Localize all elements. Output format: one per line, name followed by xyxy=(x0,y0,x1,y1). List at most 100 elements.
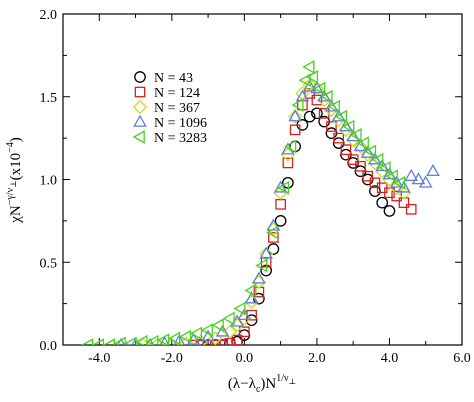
legend-label-1: N = 124 xyxy=(154,86,200,101)
data-point-series-4 xyxy=(305,70,319,84)
data-point-series-3 xyxy=(310,81,324,94)
data-point-series-4 xyxy=(233,301,246,316)
data-point-series-1 xyxy=(289,124,301,136)
legend-marker-4 xyxy=(132,130,145,144)
data-point-series-1 xyxy=(231,334,243,345)
data-point-series-1 xyxy=(188,339,199,345)
data-point-series-4 xyxy=(393,175,406,190)
x-axis-label: (λ−λc)N1/ν⊥ xyxy=(228,373,296,395)
data-point-series-2 xyxy=(287,109,303,124)
data-point-series-1 xyxy=(275,198,286,210)
data-point-series-4 xyxy=(255,258,268,273)
data-point-series-4 xyxy=(189,326,203,341)
y-tick-label: 2.0 xyxy=(40,8,58,23)
data-point-series-0 xyxy=(376,196,389,209)
data-point-series-2 xyxy=(389,180,404,195)
data-point-series-4 xyxy=(222,311,235,326)
x-tick-label: 0.0 xyxy=(236,351,254,366)
data-point-series-4 xyxy=(302,60,315,74)
data-point-series-2 xyxy=(229,317,245,333)
data-point-series-4 xyxy=(200,323,213,337)
data-point-series-3 xyxy=(288,109,302,122)
legend-label-3: N = 1096 xyxy=(154,116,207,131)
axis-ticks: -4.0 -2.0 0.0 2.0 4.0 6.0 0.0 0.5 1.0 1.5 2.0 xyxy=(40,8,471,366)
data-point-series-1 xyxy=(398,197,410,209)
data-point-series-4 xyxy=(313,81,326,96)
data-point-series-4 xyxy=(356,136,369,150)
data-point-series-4 xyxy=(168,331,181,345)
data-point-series-4 xyxy=(102,338,115,345)
data-point-series-2 xyxy=(251,274,267,290)
data-point-series-4 xyxy=(342,119,355,134)
x-tick-label: 2.0 xyxy=(308,351,326,366)
data-point-series-3 xyxy=(404,168,419,182)
y-axis-label: χN−γ/ν⊥(x10−4) xyxy=(5,137,24,224)
data-point-series-4 xyxy=(334,109,348,124)
data-point-series-4 xyxy=(81,338,94,345)
data-point-series-0 xyxy=(383,205,396,217)
data-point-series-3 xyxy=(324,99,339,112)
data-point-series-1 xyxy=(210,339,221,345)
data-point-series-1 xyxy=(253,286,265,298)
x-tick-label: -4.0 xyxy=(88,351,110,366)
y-tick-label: 1.5 xyxy=(40,91,58,106)
data-point-series-4 xyxy=(266,225,279,240)
data-point-series-3 xyxy=(273,180,288,193)
data-point-series-2 xyxy=(244,294,259,310)
data-point-series-4 xyxy=(91,338,105,345)
data-point-series-3 xyxy=(244,291,259,304)
data-point-series-2 xyxy=(382,172,397,187)
data-point-series-0 xyxy=(274,215,287,227)
data-point-series-3 xyxy=(252,271,266,284)
legend-label-0: N = 43 xyxy=(154,71,193,86)
legend-marker-2 xyxy=(132,99,148,115)
data-point-series-3 xyxy=(116,337,126,345)
data-point-series-1 xyxy=(391,190,403,202)
data-point-series-3 xyxy=(215,324,230,337)
y-tick-label: 1.0 xyxy=(40,174,58,189)
data-point-series-2 xyxy=(360,147,375,162)
legend-marker-1 xyxy=(134,86,146,98)
data-point-series-3 xyxy=(389,175,404,188)
data-point-series-3 xyxy=(339,119,353,132)
data-point-series-3 xyxy=(131,337,140,345)
data-point-series-1 xyxy=(340,144,352,156)
data-point-series-3 xyxy=(418,175,433,188)
data-point-series-1 xyxy=(384,187,395,199)
data-point-series-4 xyxy=(211,318,224,332)
data-point-series-3 xyxy=(411,172,426,185)
data-point-series-3 xyxy=(259,246,273,259)
x-tick-label: 4.0 xyxy=(381,351,399,366)
data-point-series-1 xyxy=(362,170,374,182)
data-point-series-1 xyxy=(355,160,366,172)
data-point-series-2 xyxy=(375,164,390,179)
data-point-series-0 xyxy=(303,110,316,123)
data-point-series-3 xyxy=(173,334,186,345)
data-point-series-3 xyxy=(237,307,252,321)
x-tick-label: -2.0 xyxy=(161,351,183,366)
data-point-series-2 xyxy=(353,139,368,154)
data-point-series-2 xyxy=(222,324,238,339)
data-point-series-4 xyxy=(244,283,257,298)
data-point-series-1 xyxy=(217,339,228,345)
data-point-series-3 xyxy=(317,89,331,102)
data-point-series-4 xyxy=(146,334,159,345)
data-point-series-4 xyxy=(298,73,311,88)
legend-marker-0 xyxy=(134,71,146,83)
data-point-series-0 xyxy=(347,157,360,169)
data-point-series-3 xyxy=(331,109,346,122)
data-point-series-2 xyxy=(396,185,412,200)
data-point-series-4 xyxy=(124,336,137,345)
data-point-series-2 xyxy=(273,185,288,200)
legend-marker-3 xyxy=(133,114,147,127)
data-point-series-3 xyxy=(302,79,317,92)
data-point-series-1 xyxy=(326,121,337,132)
data-point-series-0 xyxy=(267,243,280,255)
data-point-series-1 xyxy=(304,88,315,99)
legend-label-4: N = 3283 xyxy=(154,131,207,146)
data-point-series-4 xyxy=(378,161,391,175)
data-point-series-1 xyxy=(405,203,417,215)
data-point-series-1 xyxy=(333,132,345,144)
data-point-series-3 xyxy=(360,145,375,158)
